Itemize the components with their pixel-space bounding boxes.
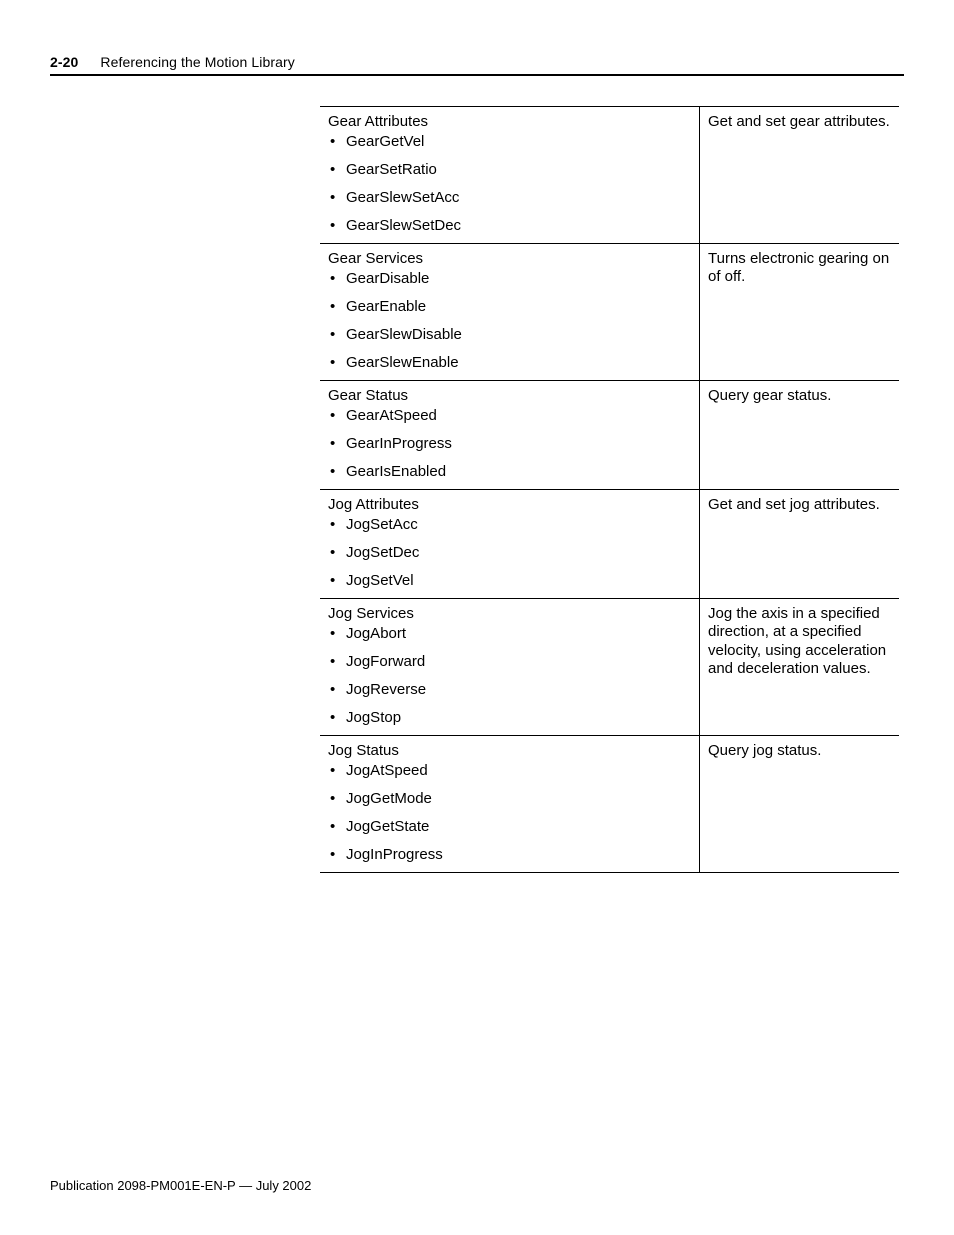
list-item: GearEnable [328, 298, 691, 316]
group-cell: Gear Status GearAtSpeed GearInProgress G… [320, 381, 699, 489]
group-items: GearAtSpeed GearInProgress GearIsEnabled [328, 407, 691, 481]
group-items: JogAtSpeed JogGetMode JogGetState JogInP… [328, 762, 691, 864]
list-item: GearSlewDisable [328, 326, 691, 344]
group-cell: Jog Services JogAbort JogForward JogReve… [320, 599, 699, 735]
header-rule [50, 74, 904, 76]
table-row: Jog Status JogAtSpeed JogGetMode JogGetS… [320, 735, 899, 872]
group-description: Turns electronic gearing on of off. [699, 244, 899, 380]
list-item: GearAtSpeed [328, 407, 691, 425]
group-cell: Jog Status JogAtSpeed JogGetMode JogGetS… [320, 736, 699, 872]
group-items: JogSetAcc JogSetDec JogSetVel [328, 516, 691, 590]
group-heading: Jog Attributes [328, 496, 691, 514]
list-item: JogGetState [328, 818, 691, 836]
group-description: Query gear status. [699, 381, 899, 489]
group-description: Query jog status. [699, 736, 899, 872]
page-number: 2-20 [50, 54, 78, 70]
list-item: JogForward [328, 653, 691, 671]
page-header: 2-20 Referencing the Motion Library [50, 54, 904, 70]
page-footer: Publication 2098-PM001E-EN-P — July 2002 [50, 1178, 311, 1193]
list-item: JogSetVel [328, 572, 691, 590]
list-item: GearSetRatio [328, 161, 691, 179]
list-item: GearGetVel [328, 133, 691, 151]
table-row: Jog Attributes JogSetAcc JogSetDec JogSe… [320, 489, 899, 598]
group-heading: Gear Status [328, 387, 691, 405]
list-item: JogReverse [328, 681, 691, 699]
list-item: GearSlewSetAcc [328, 189, 691, 207]
table-row: Gear Services GearDisable GearEnable Gea… [320, 243, 899, 380]
section-title: Referencing the Motion Library [100, 54, 294, 70]
group-items: GearGetVel GearSetRatio GearSlewSetAcc G… [328, 133, 691, 235]
group-heading: Gear Attributes [328, 113, 691, 131]
group-items: JogAbort JogForward JogReverse JogStop [328, 625, 691, 727]
list-item: JogSetDec [328, 544, 691, 562]
list-item: JogGetMode [328, 790, 691, 808]
list-item: JogSetAcc [328, 516, 691, 534]
list-item: JogAbort [328, 625, 691, 643]
page: 2-20 Referencing the Motion Library Gear… [0, 0, 954, 1235]
list-item: JogStop [328, 709, 691, 727]
list-item: GearSlewEnable [328, 354, 691, 372]
list-item: GearInProgress [328, 435, 691, 453]
list-item: JogInProgress [328, 846, 691, 864]
group-items: GearDisable GearEnable GearSlewDisable G… [328, 270, 691, 372]
table-row: Jog Services JogAbort JogForward JogReve… [320, 598, 899, 735]
group-description: Jog the axis in a specified direction, a… [699, 599, 899, 735]
list-item: GearIsEnabled [328, 463, 691, 481]
group-cell: Jog Attributes JogSetAcc JogSetDec JogSe… [320, 490, 699, 598]
group-heading: Jog Services [328, 605, 691, 623]
group-description: Get and set gear attributes. [699, 107, 899, 243]
group-cell: Gear Attributes GearGetVel GearSetRatio … [320, 107, 699, 243]
reference-table: Gear Attributes GearGetVel GearSetRatio … [320, 106, 899, 873]
group-description: Get and set jog attributes. [699, 490, 899, 598]
list-item: GearDisable [328, 270, 691, 288]
list-item: JogAtSpeed [328, 762, 691, 780]
group-heading: Jog Status [328, 742, 691, 760]
group-cell: Gear Services GearDisable GearEnable Gea… [320, 244, 699, 380]
table-row: Gear Status GearAtSpeed GearInProgress G… [320, 380, 899, 489]
list-item: GearSlewSetDec [328, 217, 691, 235]
group-heading: Gear Services [328, 250, 691, 268]
table-row: Gear Attributes GearGetVel GearSetRatio … [320, 107, 899, 243]
